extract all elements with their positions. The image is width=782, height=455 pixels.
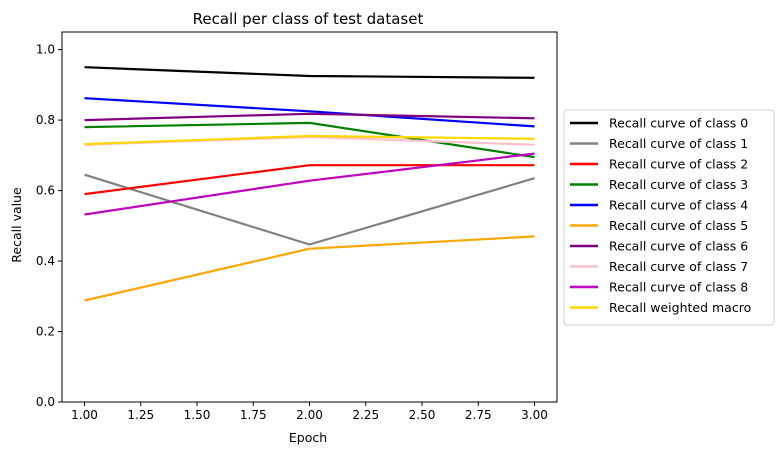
y-tick-label: 0.2: [36, 325, 55, 339]
legend: Recall curve of class 0 Recall curve of c…: [563, 109, 775, 326]
x-tick-label: 3.00: [521, 408, 548, 422]
series-line-1: [84, 173, 535, 246]
x-axis-label: Epoch: [289, 430, 327, 445]
legend-label: Recall weighted macro: [609, 300, 751, 315]
x-tick-label: 2.75: [465, 408, 492, 422]
chart-title: Recall per class of test dataset: [193, 10, 424, 28]
legend-label: Recall curve of class 3: [609, 177, 748, 192]
x-tick-label: 1.75: [240, 408, 267, 422]
y-tick-label: 0.4: [36, 254, 55, 268]
legend-label: Recall curve of class 4: [609, 198, 748, 213]
series-line-3: [84, 121, 535, 159]
legend-label: Recall curve of class 2: [609, 157, 748, 172]
x-tick-label: 2.25: [352, 408, 379, 422]
x-tick-label: 2.50: [409, 408, 436, 422]
x-tick-label: 1.00: [71, 408, 98, 422]
series-line-4: [84, 97, 535, 128]
series-line-9: [84, 134, 535, 146]
x-tick-label: 2.00: [296, 408, 323, 422]
series-line-0: [84, 66, 535, 79]
legend-label: Recall curve of class 8: [609, 280, 748, 295]
legend-label: Recall curve of class 7: [609, 259, 748, 274]
series-line-8: [84, 152, 535, 216]
legend-label: Recall curve of class 1: [609, 136, 748, 151]
y-tick-label: 0.8: [36, 113, 55, 127]
series-line-6: [84, 112, 535, 122]
y-tick-label: 0.0: [36, 395, 55, 409]
plot-area: 1.00 1.25 1.50 1.75 2.00 2.25 2.50 2.75 3.00 0.0 0…: [36, 31, 558, 422]
series-line-5: [84, 235, 535, 302]
x-tick-label: 1.25: [127, 408, 154, 422]
y-axis-label: Recall value: [9, 187, 24, 263]
y-tick-label: 1.0: [36, 43, 55, 57]
y-tick-label: 0.6: [36, 184, 55, 198]
legend-label: Recall curve of class 0: [609, 116, 748, 131]
legend-label: Recall curve of class 5: [609, 218, 748, 233]
legend-label: Recall curve of class 6: [609, 239, 748, 254]
legend-box: [563, 109, 775, 326]
x-tick-label: 1.50: [184, 408, 211, 422]
series-line-2: [84, 164, 535, 196]
axes-frame: [61, 31, 558, 403]
